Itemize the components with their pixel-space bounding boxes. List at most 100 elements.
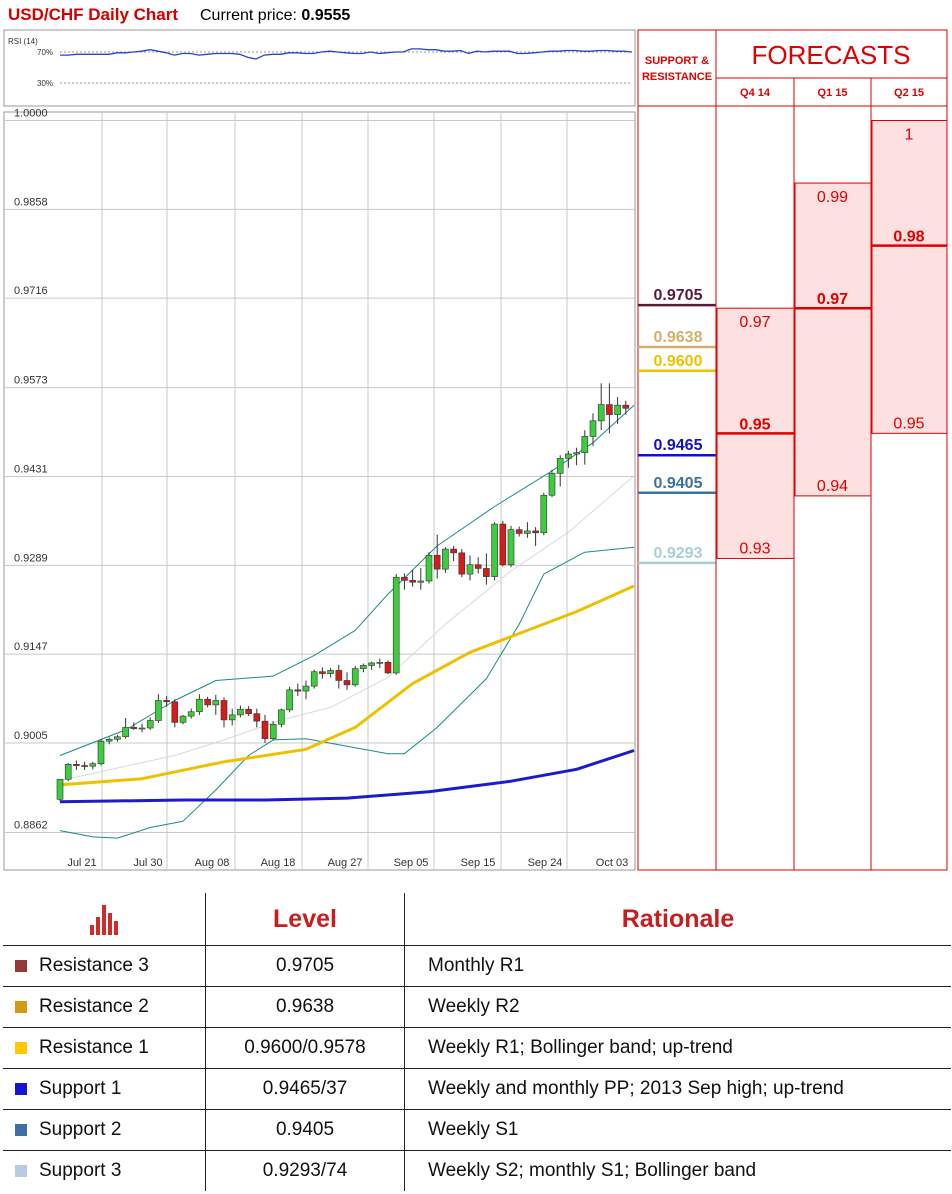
forecast-column-header: Q1 15: [818, 87, 848, 99]
sr-label: 0.9638: [654, 329, 703, 346]
level-rationale: Weekly R1; Bollinger band; up-trend: [404, 1027, 951, 1069]
candle-down: [515, 529, 523, 534]
level-name: Support 1: [39, 1078, 122, 1099]
forecast-column-header: Q4 14: [740, 87, 771, 99]
candle-up: [442, 548, 449, 570]
candle-down: [204, 698, 211, 706]
rsi-line: [60, 48, 633, 60]
y-tick-label: 0.9147: [14, 641, 48, 653]
rsi-panel: [3, 29, 636, 107]
level-value: 0.9705: [205, 945, 405, 987]
level-name-cell: Resistance 2: [3, 986, 206, 1028]
candle-up: [351, 668, 359, 686]
support-resistance-header-line2: RESISTANCE: [642, 71, 712, 83]
candle-up: [425, 555, 433, 582]
forecast-column-header: Q2 15: [894, 87, 924, 99]
x-tick-label: Aug 18: [261, 857, 296, 869]
candle-down: [458, 552, 466, 575]
level-name-cell: Support 2: [3, 1109, 206, 1151]
candle-up: [376, 662, 384, 664]
level-rationale: Monthly R1: [404, 945, 951, 987]
forecast-range: [871, 120, 948, 434]
candle-up: [360, 665, 367, 669]
candle-up: [286, 689, 293, 711]
candle-up: [155, 700, 162, 721]
candle-up: [581, 436, 589, 454]
level-header: Level: [205, 893, 405, 946]
candle-up: [278, 709, 285, 725]
forecast-high-label: 0.97: [739, 314, 770, 331]
level-value: 0.9465/37: [205, 1068, 405, 1110]
candle-down: [253, 713, 261, 722]
candle-up: [589, 420, 597, 437]
level-swatch: [15, 1041, 27, 1054]
level-value: 0.9293/74: [205, 1150, 405, 1191]
table-icon-cell: [3, 893, 206, 946]
candle-up: [228, 714, 236, 721]
candle-up: [105, 738, 113, 742]
chart-title: USD/CHF Daily Chart: [8, 5, 178, 24]
candle-up: [507, 529, 515, 566]
candle-down: [73, 764, 80, 766]
candle-down: [606, 404, 613, 415]
forecast-high-label: 1: [905, 127, 914, 144]
level-value: 0.9638: [205, 986, 405, 1028]
candle-down: [163, 700, 170, 703]
forecast-range: [794, 182, 872, 497]
y-tick-label: 0.9005: [14, 730, 48, 742]
forecast-mid-label: 0.97: [817, 291, 848, 308]
candle-up: [302, 685, 310, 692]
y-tick-label: 0.9289: [14, 552, 48, 564]
candle-up: [573, 452, 580, 455]
x-tick-label: Aug 27: [328, 857, 363, 869]
sr-label: 0.9405: [654, 475, 703, 492]
level-swatch: [15, 1082, 27, 1095]
candle-down: [171, 701, 179, 723]
level-name: Resistance 2: [39, 996, 149, 1017]
candle-up: [114, 736, 121, 740]
chart-area: USD/CHF Daily Chart Current price: 0.955…: [3, 5, 948, 871]
level-swatch: [15, 959, 27, 972]
candle-up: [540, 494, 548, 534]
candle-down: [319, 671, 326, 674]
candle-up: [310, 671, 318, 687]
forecast-mid-label: 0.95: [739, 416, 770, 433]
level-swatch: [15, 1000, 27, 1013]
candle-down: [294, 689, 302, 692]
y-tick-label: 1.0000: [14, 108, 48, 120]
level-rationale: Weekly S1: [404, 1109, 951, 1151]
candle-up: [417, 580, 425, 583]
candle-up: [179, 715, 187, 723]
table-row: Support 2 0.9405 Weekly S1: [3, 1109, 951, 1151]
sr-label: 0.9600: [654, 353, 703, 370]
candle-down: [474, 564, 482, 569]
sma-blue-line: [59, 749, 635, 804]
forecast-low-label: 0.95: [893, 415, 924, 432]
candle-up: [556, 458, 564, 474]
candle-down: [483, 568, 490, 577]
y-tick-label: 0.9716: [14, 285, 48, 297]
candle-down: [130, 727, 138, 729]
candle-up: [138, 727, 146, 730]
candle-up: [392, 576, 400, 674]
sma-yellow-line: [59, 584, 635, 787]
level-name: Support 3: [39, 1160, 122, 1181]
candle-down: [622, 404, 630, 409]
x-tick-label: Aug 08: [195, 857, 230, 869]
table-row: Support 1 0.9465/37 Weekly and monthly PP;…: [3, 1068, 951, 1110]
candle-up: [64, 764, 72, 780]
rsi-lower-label: 30%: [37, 79, 53, 88]
x-tick-label: Sep 05: [394, 857, 429, 869]
candle-up: [56, 779, 64, 800]
forecast-low-label: 0.93: [739, 540, 770, 557]
candle-up: [327, 670, 334, 674]
candle-up: [269, 723, 277, 739]
sr-label: 0.9293: [654, 545, 703, 562]
level-rationale: Weekly R2: [404, 986, 951, 1028]
level-rationale: Weekly S2; monthly S1; Bollinger band: [404, 1150, 951, 1191]
candle-down: [245, 708, 252, 714]
candle-up: [614, 404, 621, 415]
y-tick-label: 0.9573: [14, 375, 48, 387]
forecast-mid-label: 0.98: [893, 229, 924, 246]
candle-down: [261, 720, 269, 739]
